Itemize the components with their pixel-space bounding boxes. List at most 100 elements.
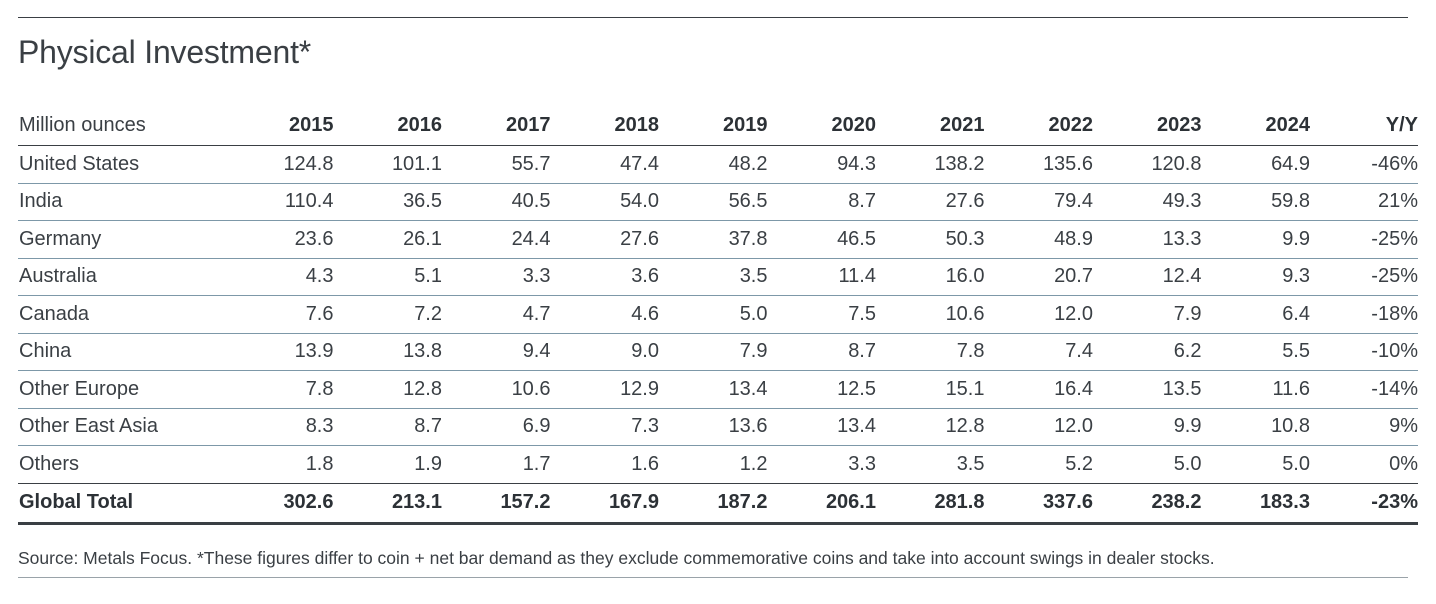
table-cell: 3.6 — [550, 258, 659, 296]
table-cell: 5.1 — [333, 258, 442, 296]
table-cell: 9.0 — [550, 333, 659, 371]
table-cell: 54.0 — [550, 183, 659, 221]
table-cell: 9.9 — [1093, 408, 1202, 446]
year-header: 2016 — [333, 105, 442, 146]
total-cell: 238.2 — [1093, 482, 1202, 525]
total-cell: 302.6 — [225, 482, 334, 525]
year-header: 2015 — [225, 105, 334, 146]
table-cell: 79.4 — [984, 183, 1093, 221]
table-cell: 12.0 — [984, 295, 1093, 334]
table-cell: 8.7 — [767, 333, 876, 371]
table-cell: 5.0 — [659, 295, 768, 334]
table-cell: 120.8 — [1093, 145, 1202, 184]
table-cell: 13.5 — [1093, 370, 1202, 409]
change-cell: -14% — [1310, 370, 1418, 409]
table-cell: 48.9 — [984, 220, 1093, 259]
year-header: 2017 — [442, 105, 551, 146]
table-cell: 5.2 — [1065, 452, 1093, 475]
table-cell: 3.5 — [659, 258, 768, 296]
year-header: 2020 — [767, 105, 876, 146]
table-cell: 3.5 — [956, 452, 985, 475]
table-cell: 23.6 — [225, 220, 334, 259]
table-cell: 7.2 — [333, 295, 442, 334]
table-row: Canada 7.6 7.2 4.7 4.6 5.0 7.5 10.6 12.0 7.9 6.4 -1… — [18, 295, 1418, 334]
table-cell: 94.3 — [767, 145, 876, 184]
table-cell: 6.9 — [442, 408, 551, 446]
total-label: Global Total — [18, 482, 225, 525]
total-cell: 281.8 — [876, 482, 985, 525]
row-label: United States — [18, 145, 225, 184]
table-cell: 12.5 — [767, 370, 876, 409]
change-cell: -25% — [1310, 258, 1418, 296]
change-cell: -18% — [1310, 295, 1418, 334]
table-cell: 7.6 — [225, 295, 334, 334]
table-cell: 50.3 — [876, 220, 985, 259]
unit-label-header: Million ounces — [18, 105, 225, 146]
change-cell: 21% — [1310, 183, 1418, 221]
total-cell: 187.2 — [659, 482, 768, 525]
table-cell: 1.8 — [305, 452, 334, 475]
page-title: Physical Investment* — [18, 34, 312, 70]
table-cell: 1.9 — [414, 452, 442, 475]
table-cell: 55.7 — [442, 145, 551, 184]
row-label: Others — [19, 452, 80, 475]
table-cell: 4.6 — [550, 295, 659, 334]
table-cell: 6.4 — [1201, 295, 1310, 334]
table-cell: 10.8 — [1201, 408, 1310, 446]
table-cell: 8.3 — [225, 408, 334, 446]
total-cell: 183.3 — [1201, 482, 1310, 525]
row-label: Australia — [18, 258, 225, 296]
table-cell: 8.7 — [767, 183, 876, 221]
row-label: Other East Asia — [18, 408, 225, 446]
table-cell: 47.4 — [550, 145, 659, 184]
year-header: 2019 — [659, 105, 768, 146]
table-cell: 13.9 — [225, 333, 334, 371]
bottom-rule — [18, 577, 1408, 578]
table-cell: 7.5 — [767, 295, 876, 334]
change-header: Y/Y — [1310, 105, 1418, 146]
table-cell: 101.1 — [333, 145, 442, 184]
table-row: Other East Asia 8.3 8.7 6.9 7.3 13.6 13.4 12.8 1… — [18, 408, 1418, 446]
table-cell: 135.6 — [984, 145, 1093, 184]
table-cell: 64.9 — [1201, 145, 1310, 184]
table-cell: 11.6 — [1201, 370, 1310, 409]
total-cell: 337.6 — [984, 482, 1093, 525]
row-label: Other Europe — [18, 370, 225, 409]
total-row: Global Total 302.6 213.1 157.2 167.9 187… — [18, 482, 1418, 525]
table-cell: 13.8 — [333, 333, 442, 371]
table-cell: 10.6 — [442, 370, 551, 409]
table-cell: 1.2 — [739, 452, 768, 475]
row-label: China — [18, 333, 225, 371]
year-header: 2023 — [1093, 105, 1202, 146]
total-cell: 157.2 — [442, 482, 551, 525]
table-cell: 5.5 — [1201, 333, 1310, 371]
table-row: India 110.4 36.5 40.5 54.0 56.5 8.7 27.6 79.4 49.… — [18, 183, 1418, 221]
row-label: India — [18, 183, 225, 221]
table-row: United States 124.8 101.1 55.7 47.4 48.2 94.3 1… — [18, 145, 1418, 184]
total-change: -23% — [1310, 482, 1418, 525]
table-cell: 3.3 — [848, 452, 876, 475]
table-cell: 12.8 — [333, 370, 442, 409]
table-cell: 6.2 — [1093, 333, 1202, 371]
top-rule — [18, 17, 1408, 18]
change-cell: -46% — [1310, 145, 1418, 184]
table-cell: 27.6 — [550, 220, 659, 259]
year-header: 2024 — [1201, 105, 1310, 146]
table-cell: 7.3 — [550, 408, 659, 446]
total-cell: 167.9 — [550, 482, 659, 525]
table-cell: 7.8 — [225, 370, 334, 409]
table-cell: 9.9 — [1201, 220, 1310, 259]
table-cell: 138.2 — [876, 145, 985, 184]
table-cell: 12.8 — [876, 408, 985, 446]
table-cell: 13.6 — [659, 408, 768, 446]
table-row: Other Europe 7.8 12.8 10.6 12.9 13.4 12.5 15.1 1… — [18, 370, 1418, 409]
table-cell: 27.6 — [876, 183, 985, 221]
table-cell: 5.0 — [1282, 452, 1310, 475]
table-cell: 8.7 — [333, 408, 442, 446]
change-cell: -25% — [1310, 220, 1418, 259]
table-cell: 16.4 — [984, 370, 1093, 409]
table-cell: 20.7 — [984, 258, 1093, 296]
table-row: Others 1.8 1.9 1.7 1.6 1.2 3.3 3.5 5.2 5.0 5.0 0% — [18, 446, 1418, 484]
table-cell: 7.9 — [1093, 295, 1202, 334]
table-cell: 24.4 — [442, 220, 551, 259]
